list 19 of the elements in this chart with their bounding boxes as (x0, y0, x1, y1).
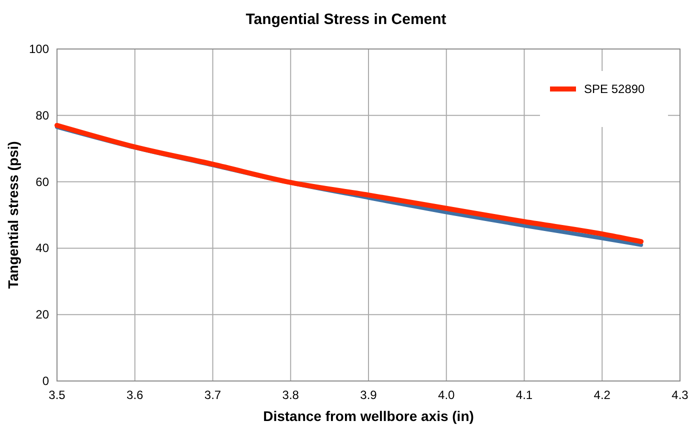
y-tick-label: 40 (36, 241, 50, 256)
x-tick-label: 4.0 (438, 388, 456, 402)
x-tick-label: 3.7 (204, 388, 222, 402)
x-tick-label: 4.1 (516, 388, 533, 402)
x-tick-label: 4.2 (594, 388, 611, 402)
y-tick-label: 100 (28, 42, 50, 56)
x-tick-label: 3.8 (282, 388, 300, 402)
chart-title: Tangential Stress in Cement (246, 11, 446, 28)
y-axis-title: Tangential stress (psi) (5, 141, 21, 289)
y-tick-label: 60 (36, 174, 50, 189)
x-tick-label: 3.9 (360, 388, 378, 402)
y-tick-label: 80 (36, 108, 50, 122)
x-tick-label: 3.6 (126, 388, 144, 402)
x-tick-label: 4.3 (672, 388, 689, 402)
x-tick-label: 3.5 (48, 388, 66, 402)
x-axis-title: Distance from wellbore axis (in) (263, 408, 474, 424)
legend-label: SPE 52890 (584, 82, 646, 96)
y-tick-label: 20 (36, 308, 50, 322)
y-tick-label: 0 (42, 374, 50, 388)
